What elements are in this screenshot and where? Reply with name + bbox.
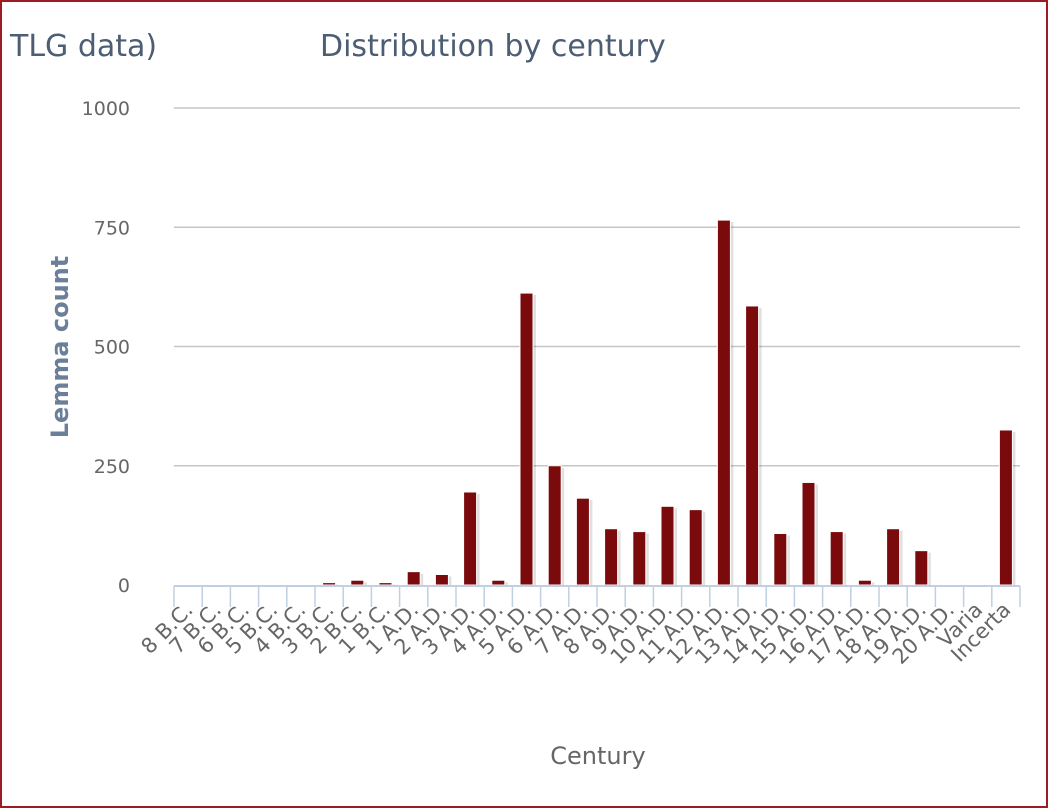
- bar: [575, 497, 590, 586]
- bar: [434, 574, 449, 586]
- bar: [519, 292, 534, 586]
- bar: [604, 528, 619, 586]
- bar: [857, 579, 872, 586]
- bar: [406, 571, 421, 586]
- bar: [773, 532, 788, 586]
- bar: [463, 491, 478, 586]
- bar: [801, 481, 816, 586]
- bars: [293, 219, 1016, 586]
- x-tick-labels: 8 B.C.7 B.C.6 B.C.5 B.C.4 B.C.3 B.C.2 B.…: [136, 598, 1015, 669]
- bar: [378, 582, 393, 586]
- y-axis-title: Lemma count: [46, 256, 74, 439]
- bar: [914, 550, 929, 586]
- gridlines: [174, 107, 1020, 467]
- bar: [998, 429, 1013, 586]
- y-tick-label: 0: [118, 575, 130, 597]
- y-tick-label: 750: [94, 217, 130, 239]
- bar: [491, 579, 506, 586]
- title-fragment: TLG data): [9, 29, 157, 64]
- bar: [547, 465, 562, 586]
- bar: [632, 531, 647, 586]
- chart-title: Distribution by century: [320, 29, 666, 64]
- x-axis: [173, 585, 1021, 607]
- bar: [688, 509, 703, 586]
- bar: [886, 528, 901, 586]
- bar: [660, 505, 675, 586]
- y-tick-label: 250: [94, 456, 130, 478]
- bar: [829, 531, 844, 586]
- y-tick-label: 500: [94, 337, 130, 359]
- y-tick-labels: 0 250 500 750 1000: [82, 98, 130, 597]
- bar: [293, 583, 308, 586]
- bar: [322, 582, 337, 586]
- y-tick-label: 1000: [82, 98, 130, 120]
- bar: [716, 219, 731, 586]
- bar: [350, 579, 365, 586]
- x-axis-title: Century: [550, 742, 645, 770]
- bar: [745, 305, 760, 586]
